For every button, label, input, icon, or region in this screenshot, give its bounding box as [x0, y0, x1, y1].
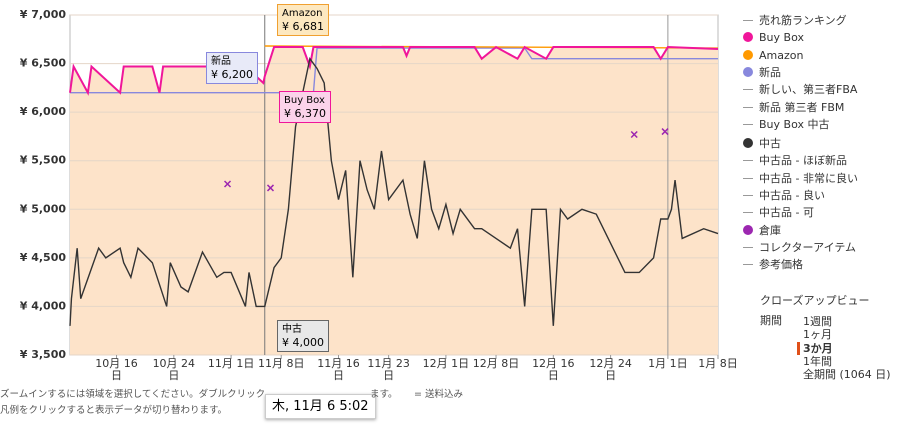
x-tick-label: 12月 8日	[472, 357, 520, 370]
legend-item[interactable]: 参考価格	[743, 256, 803, 273]
x-tick-label: 11月 8日	[257, 357, 305, 370]
legend-item[interactable]: 売れ筋ランキング	[743, 12, 847, 29]
legend-item[interactable]: Buy Box 中古	[743, 116, 829, 133]
legend-item[interactable]: 中古品 - 非常に良い	[743, 170, 858, 187]
legend-item[interactable]: 新品	[743, 64, 781, 81]
legend-swatch	[743, 89, 753, 91]
legend-label: 新しい、第三者FBA	[759, 83, 858, 97]
legend-item[interactable]: 中古	[743, 135, 781, 152]
legend-item[interactable]: 倉庫	[743, 222, 781, 239]
legend-label: コレクターアイテム	[759, 240, 857, 254]
tooltip-name: Buy Box	[284, 95, 325, 106]
marker	[630, 130, 638, 139]
legend-label: Buy Box	[759, 31, 804, 45]
legend-item[interactable]: 新しい、第三者FBA	[743, 81, 857, 98]
tooltip: Buy Box ¥ 6,370	[279, 91, 331, 123]
legend-label: 新品	[759, 65, 781, 79]
legend-item[interactable]: 新品 第三者 FBM	[743, 99, 844, 116]
x-tick-label: 12月 1日	[422, 357, 470, 370]
legend-item[interactable]: 中古品 - ほぼ新品	[743, 152, 847, 169]
legend-swatch	[743, 160, 753, 162]
period-option[interactable]: 全期間 (1064 日)	[803, 368, 891, 382]
price-line	[69, 45, 719, 96]
period-option[interactable]: 1年間	[803, 354, 832, 368]
legend-label: 倉庫	[759, 223, 781, 237]
legend-swatch	[743, 20, 753, 21]
legend-label: 中古品 - 非常に良い	[759, 171, 858, 185]
tooltip: 中古 ¥ 4,000	[277, 320, 329, 352]
legend-label: 売れ筋ランキング	[759, 14, 847, 27]
legend-label: 新品 第三者 FBM	[759, 100, 845, 114]
legend-item[interactable]: コレクターアイテム	[743, 239, 856, 256]
x-tick-label: 10月 24 日	[152, 357, 196, 382]
y-tick-label: ¥ 5,500	[20, 154, 67, 167]
period-option[interactable]: 1週間	[803, 315, 832, 328]
y-tick-label: ¥ 5,000	[20, 202, 67, 215]
legend-swatch	[743, 66, 753, 77]
x-tick-label: 11月 23 日	[367, 357, 410, 382]
tooltip-value: ¥ 6,200	[211, 68, 253, 81]
legend-item[interactable]: Amazon	[743, 47, 803, 64]
legend-swatch	[743, 264, 753, 266]
legend-swatch	[743, 246, 753, 248]
legend-swatch	[743, 106, 753, 108]
x-tick-label: 1月 8日	[698, 357, 738, 370]
period-label: 期間	[760, 314, 782, 327]
price-line	[69, 57, 719, 326]
tooltip: Amazon ¥ 6,681	[277, 4, 329, 36]
note: = 送料込み	[414, 389, 463, 400]
legend-label: 中古品 - ほぼ新品	[759, 154, 847, 168]
legend-label: 中古品 - 可	[759, 206, 814, 220]
legend-item[interactable]: 中古品 - 良い	[743, 187, 825, 204]
y-tick-label: ¥ 6,500	[20, 57, 67, 70]
legend-swatch	[743, 212, 753, 214]
marker	[266, 184, 275, 192]
legend-swatch	[743, 32, 753, 43]
legend-label: 中古品 - 良い	[759, 189, 825, 202]
note: ます。	[370, 389, 398, 400]
x-tick-label: 10月 16 日	[95, 357, 138, 382]
period-option[interactable]: 3か月	[797, 341, 833, 355]
cursor-tooltip: 木, 11月 6 5:02	[265, 394, 376, 419]
tooltip-name: 新品	[211, 56, 231, 67]
x-tick-label: 11月 16 日	[317, 357, 360, 382]
tooltip-value: ¥ 4,000	[282, 336, 324, 349]
legend-swatch	[743, 49, 753, 60]
tooltip: 新品 ¥ 6,200	[206, 52, 258, 84]
legend-swatch	[743, 177, 753, 179]
legend-item[interactable]: 中古品 - 可	[743, 204, 814, 221]
note: ズームインするには領域を選択してください。ダブルクリック	[0, 389, 266, 400]
y-tick-label: ¥ 3,500	[20, 348, 67, 361]
legend-item[interactable]: Buy Box	[743, 29, 804, 46]
tooltip-value: ¥ 6,370	[284, 107, 326, 120]
x-tick-label: 12月 16 日	[532, 357, 575, 382]
legend-swatch	[743, 224, 753, 235]
closeup-label[interactable]: クローズアップビュー	[760, 294, 870, 307]
marker	[223, 180, 232, 188]
marker	[661, 128, 669, 136]
tooltip-name: 中古	[282, 324, 302, 335]
x-tick-label: 1月 1日	[648, 357, 688, 370]
legend-label: 参考価格	[759, 258, 803, 272]
y-tick-label: ¥ 7,000	[20, 8, 67, 21]
legend-label: 中古	[759, 137, 781, 151]
x-tick-label: 11月 1日	[207, 357, 255, 370]
legend-swatch	[743, 123, 753, 125]
x-tick-label: 12月 24 日	[589, 357, 632, 382]
tooltip-name: Amazon	[282, 8, 323, 19]
legend-label: Amazon	[759, 48, 804, 62]
y-tick-label: ¥ 4,000	[20, 299, 67, 312]
period-option[interactable]: 1ヶ月	[803, 328, 832, 342]
y-tick-label: ¥ 6,000	[20, 105, 67, 118]
legend-swatch	[743, 138, 753, 149]
note: 凡例をクリックすると表示データが切り替わります。	[0, 405, 228, 416]
tooltip-value: ¥ 6,681	[282, 20, 324, 33]
legend-label: Buy Box 中古	[759, 117, 830, 131]
legend-swatch	[743, 195, 753, 196]
y-tick-label: ¥ 4,500	[20, 251, 67, 264]
